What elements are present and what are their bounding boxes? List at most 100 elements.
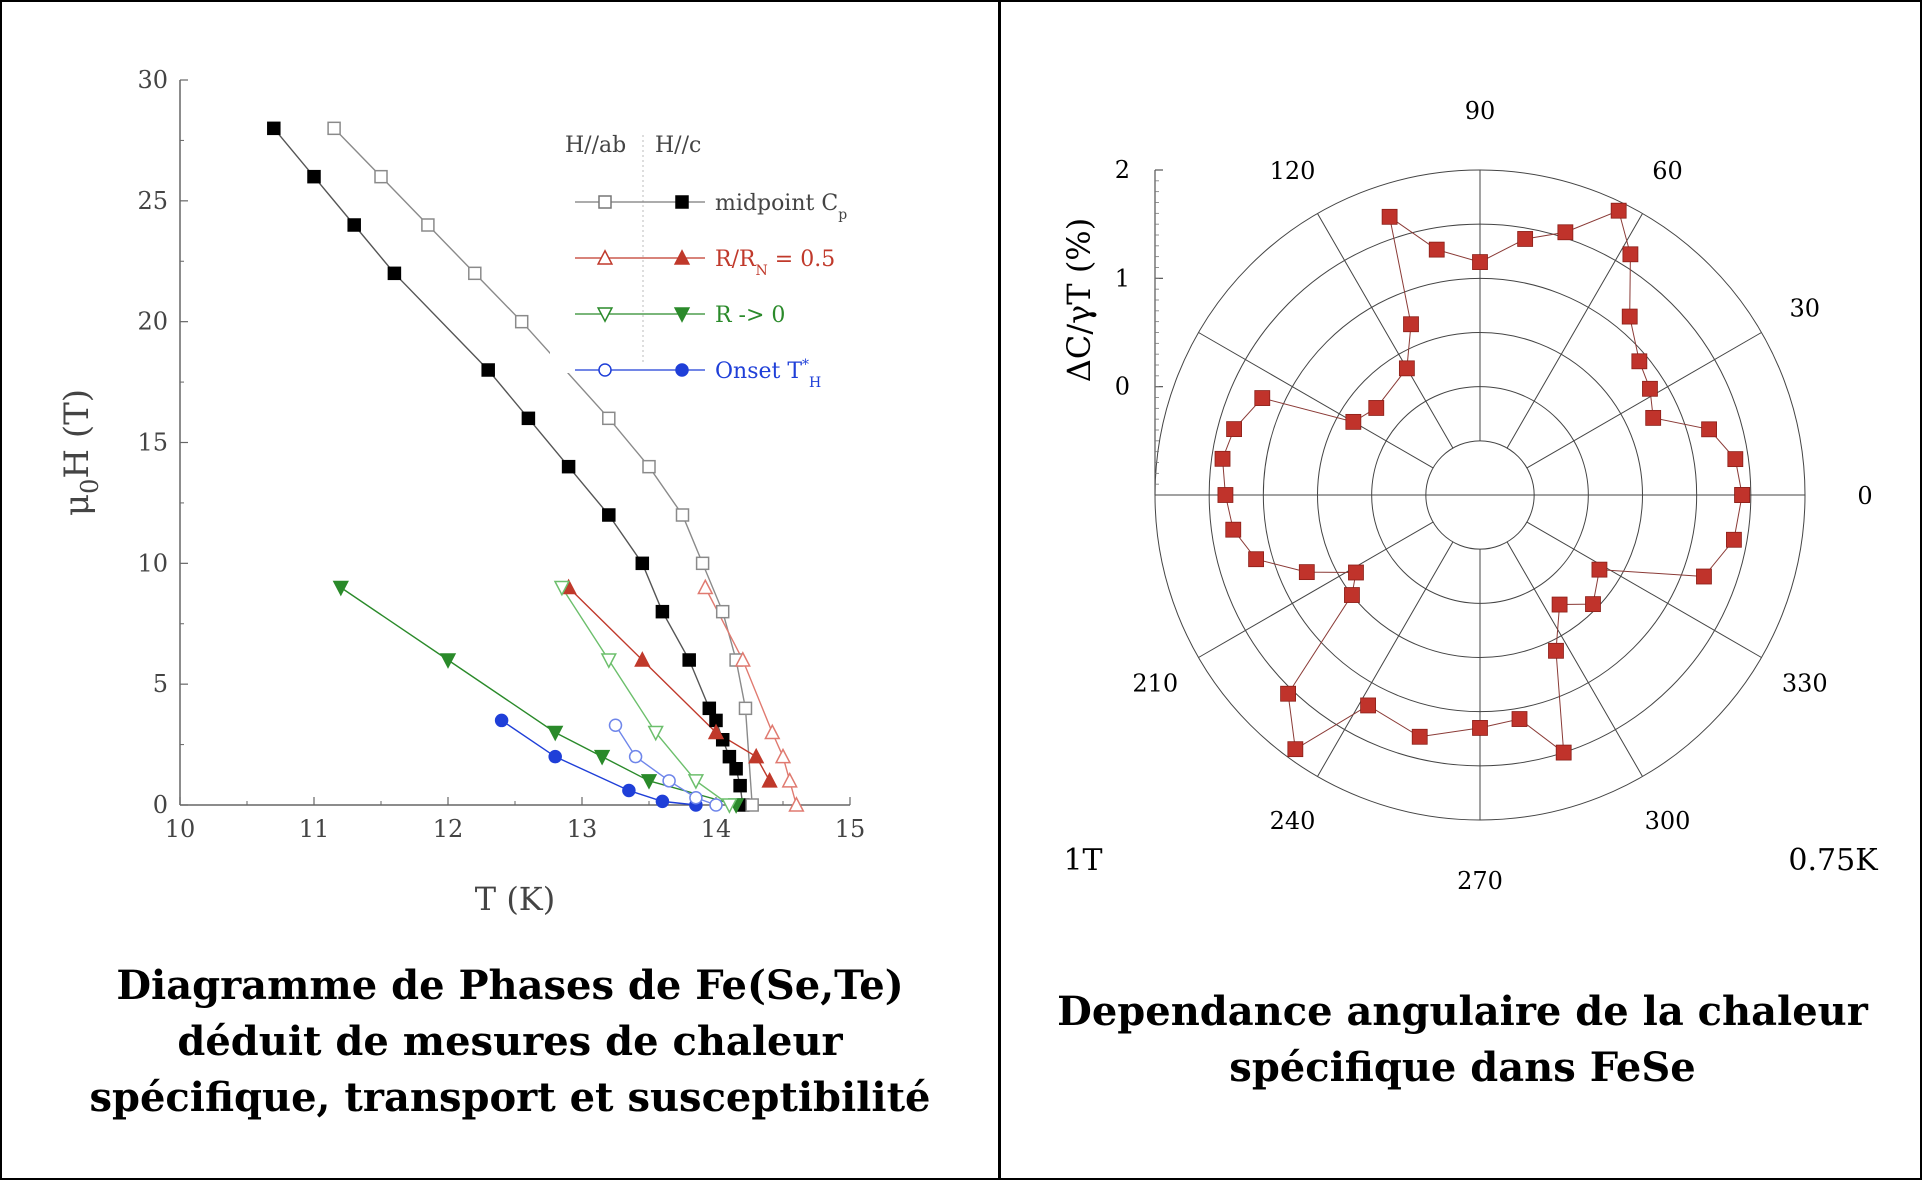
polar-data-point: [1217, 487, 1234, 503]
polar-spoke: [1198, 332, 1434, 469]
right-caption-line-1: Dependance angulaire de la chaleur: [1057, 988, 1868, 1035]
polar-data-point: [1555, 744, 1572, 761]
polar-data-point: [1621, 308, 1638, 325]
corner-label-temperature: 0.75K: [1788, 843, 1878, 878]
data-point: [733, 778, 747, 793]
y-tick-label: 5: [153, 670, 168, 698]
polar-data-point: [1287, 741, 1304, 758]
left-caption: Diagramme de Phases de Fe(Se,Te) déduit …: [20, 958, 1000, 1126]
legend-marker-filled: [673, 249, 691, 265]
data-point: [642, 459, 656, 474]
data-point: [332, 580, 349, 597]
y-tick-label: 0: [153, 791, 168, 819]
data-point: [709, 798, 723, 812]
angle-label: 210: [1132, 670, 1178, 698]
polar-data-point: [1345, 413, 1362, 430]
polar-spoke: [1317, 541, 1454, 777]
polar-data-point: [1517, 231, 1534, 247]
data-point: [494, 713, 509, 728]
data-point: [662, 774, 676, 788]
data-point: [548, 749, 562, 764]
data-point: [347, 218, 361, 232]
x-tick-label: 14: [701, 815, 732, 843]
legend-marker-open: [598, 363, 612, 377]
polar-spoke: [1506, 213, 1643, 449]
polar-data-point: [1472, 254, 1488, 270]
data-point: [687, 774, 705, 790]
data-point: [514, 314, 529, 329]
data-point: [307, 169, 321, 184]
polar-data-point: [1727, 451, 1744, 468]
polar-spoke: [1317, 213, 1454, 449]
polar-data-point: [1511, 711, 1528, 727]
corner-label-field: 1T: [1063, 843, 1102, 878]
y-tick-label: 10: [137, 549, 168, 577]
data-point: [734, 651, 751, 667]
y-tick-label: 15: [137, 429, 168, 457]
data-point: [421, 218, 435, 232]
data-point: [468, 266, 482, 281]
polar-data-point: [1585, 596, 1601, 613]
polar-data-point: [1642, 380, 1658, 397]
polar-data-point: [1551, 596, 1568, 613]
data-point: [774, 747, 792, 764]
data-point: [547, 725, 564, 742]
polar-spoke: [1526, 332, 1762, 469]
polar-data-point: [1548, 642, 1564, 659]
polar-data-point: [1428, 241, 1445, 258]
x-tick-label: 11: [299, 815, 330, 843]
data-point: [553, 580, 571, 597]
data-point: [593, 749, 611, 766]
legend-label: R -> 0: [715, 303, 785, 328]
polar-data-point: [1696, 568, 1712, 585]
polar-data-point: [1631, 353, 1648, 370]
polar-data-point: [1645, 409, 1662, 426]
polar-spoke: [1506, 541, 1643, 777]
legend-header-c: H//c: [655, 133, 701, 158]
polar-data-point: [1254, 390, 1271, 406]
data-point: [640, 774, 658, 790]
polar-data-point: [1381, 208, 1398, 225]
x-tick-label: 13: [567, 815, 598, 843]
data-point: [608, 718, 623, 732]
polar-data-point: [1225, 521, 1242, 538]
data-point: [682, 653, 696, 667]
data-point: [622, 783, 636, 798]
left-caption-line-2: déduit de mesures de chaleur: [177, 1018, 843, 1065]
polar-data-point: [1403, 316, 1419, 333]
data-point: [647, 725, 664, 742]
data-point: [745, 798, 759, 812]
polar-chart: 0 30 60 90 120 210 240 270 300 330 0 1 2 ΔC/γT (%) 1T 0…: [1060, 97, 1878, 895]
radial-tick-label: 2: [1115, 156, 1130, 184]
angle-label: 270: [1457, 867, 1503, 895]
polar-data-point: [1348, 564, 1364, 581]
legend-label: R/RN = 0.5: [715, 247, 835, 279]
series-line: [340, 586, 737, 806]
angle-label: 240: [1270, 807, 1316, 835]
left-caption-line-1: Diagramme de Phases de Fe(Se,Te): [116, 962, 904, 1009]
x-axis-label: T (K): [475, 880, 555, 918]
polar-data-point: [1344, 587, 1360, 603]
data-point: [764, 723, 781, 740]
polar-data-point: [1360, 697, 1377, 714]
legend-marker-filled: [675, 363, 689, 377]
legend-marker-open: [596, 249, 614, 265]
angle-label: 60: [1652, 157, 1683, 185]
x-tick-label: 12: [433, 815, 464, 843]
angle-label: 120: [1270, 157, 1316, 185]
polar-data-point: [1411, 728, 1428, 745]
data-point: [561, 459, 576, 474]
polar-data-point: [1248, 551, 1265, 568]
panel-divider: [998, 0, 1001, 1180]
angle-label: 90: [1465, 97, 1496, 125]
polar-data-point: [1298, 564, 1315, 581]
data-point: [634, 651, 651, 667]
data-point: [761, 772, 778, 788]
legend-header-ab: H//ab: [565, 133, 626, 158]
legend-label: Onset T*H: [715, 357, 821, 391]
data-point: [729, 762, 743, 776]
polar-data-point: [1610, 202, 1627, 219]
polar-spoke: [1198, 521, 1434, 658]
legend-marker-open: [596, 307, 614, 323]
